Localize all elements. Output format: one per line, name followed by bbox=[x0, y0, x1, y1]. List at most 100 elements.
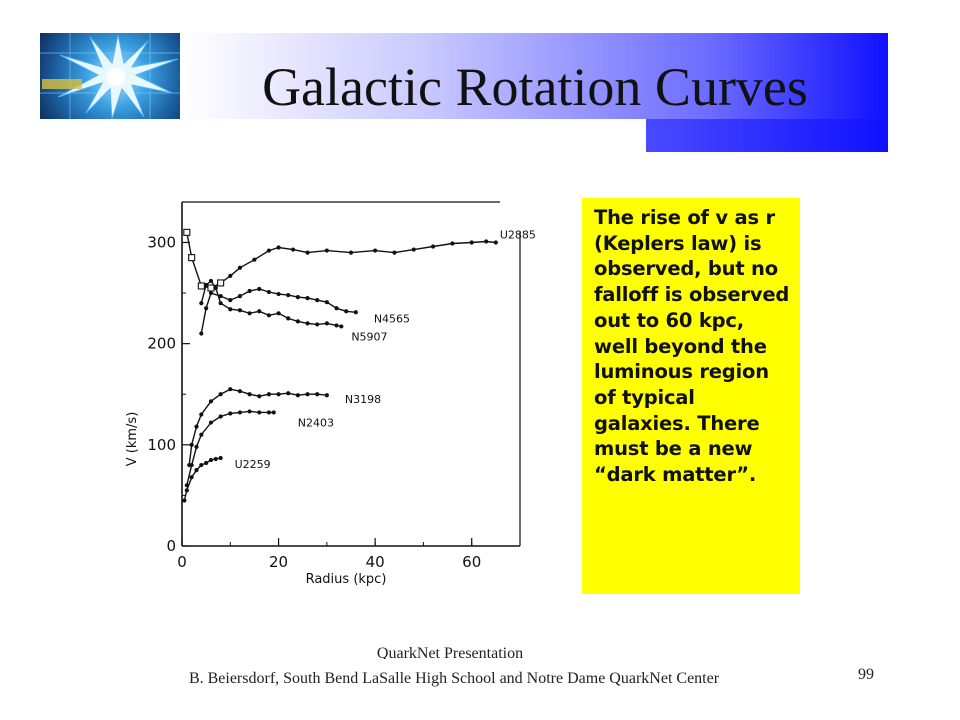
y-tick-label: 0 bbox=[166, 537, 176, 555]
title-band-tail bbox=[646, 119, 888, 152]
data-point-n2403 bbox=[208, 420, 214, 425]
data-point-n4565 bbox=[228, 298, 233, 303]
slide-title: Galactic Rotation Curves bbox=[262, 57, 808, 117]
data-point-n3198 bbox=[194, 424, 199, 429]
data-point-n5907 bbox=[339, 324, 344, 329]
data-point-n2403 bbox=[271, 410, 276, 415]
data-point-u2885 bbox=[252, 257, 257, 262]
data-point-u2885 bbox=[373, 248, 378, 253]
data-point-n5907 bbox=[266, 313, 272, 318]
data-point-u2259 bbox=[182, 498, 187, 503]
data-point-n4565 bbox=[344, 309, 349, 314]
data-point-n3198 bbox=[208, 399, 214, 404]
data-point-u2885 bbox=[484, 239, 489, 244]
data-point-u2885 bbox=[348, 250, 354, 255]
data-point-n5907 bbox=[208, 278, 214, 284]
data-point-n5907 bbox=[199, 301, 204, 306]
data-point-n4565 bbox=[334, 306, 339, 311]
data-point-n5907 bbox=[237, 308, 243, 313]
chart-marks: U2885 N4565 N5907 N3198 N2403 U2259 bbox=[182, 228, 536, 503]
data-point-u2885 bbox=[276, 245, 281, 250]
data-point-n5907 bbox=[228, 307, 233, 312]
series-label-n2403: N2403 bbox=[298, 416, 334, 429]
data-point-n4565 bbox=[324, 300, 329, 305]
series-line-u2885 bbox=[186, 232, 496, 289]
y-tick-label: 100 bbox=[147, 436, 176, 454]
data-point-n2403 bbox=[266, 410, 272, 415]
data-point-n5907 bbox=[315, 322, 320, 327]
data-point-n4565 bbox=[199, 331, 204, 336]
series-label-u2885: U2885 bbox=[500, 228, 536, 241]
data-point-n4565 bbox=[305, 296, 310, 301]
series-line-n2403 bbox=[186, 410, 274, 486]
data-point-n4565 bbox=[295, 295, 300, 300]
data-point-u2885 bbox=[469, 240, 474, 245]
data-point-n3198 bbox=[324, 393, 329, 398]
data-point-n4565 bbox=[353, 310, 358, 315]
data-point-u2259 bbox=[194, 468, 199, 473]
data-point-n3198 bbox=[266, 392, 272, 397]
data-point-n5907 bbox=[218, 301, 223, 306]
data-point-n4565 bbox=[315, 298, 320, 303]
data-point-u2885 bbox=[217, 279, 225, 287]
data-point-n3198 bbox=[286, 391, 291, 396]
data-point-n3198 bbox=[237, 389, 243, 394]
data-point-n4565 bbox=[204, 306, 209, 311]
data-point-n2403 bbox=[257, 410, 262, 415]
data-point-n5907 bbox=[334, 323, 339, 328]
data-point-n2403 bbox=[247, 409, 252, 414]
data-point-n3198 bbox=[189, 442, 194, 447]
data-point-n2403 bbox=[237, 410, 243, 415]
data-point-u2885 bbox=[197, 282, 205, 290]
title-band bbox=[182, 33, 888, 119]
data-point-n3198 bbox=[276, 392, 281, 397]
data-point-u2259 bbox=[213, 456, 218, 462]
data-point-u2885 bbox=[237, 265, 243, 270]
data-point-n5907 bbox=[276, 311, 281, 316]
data-point-n5907 bbox=[286, 316, 291, 321]
starburst-logo bbox=[40, 33, 180, 119]
data-point-n3198 bbox=[247, 392, 252, 397]
data-point-u2885 bbox=[228, 273, 233, 278]
data-point-n3198 bbox=[305, 392, 310, 397]
data-point-u2885 bbox=[430, 244, 436, 249]
data-point-u2259 bbox=[218, 455, 223, 461]
data-point-n4565 bbox=[208, 290, 214, 296]
rotation-curve-chart: 0 20 40 60 0 100 200 300 U2885 N4565 N5907 N3198 N2… bbox=[125, 201, 536, 587]
data-point-u2885 bbox=[493, 240, 498, 245]
data-point-u2259 bbox=[204, 460, 209, 466]
data-point-n5907 bbox=[247, 311, 252, 316]
data-point-u2885 bbox=[188, 254, 196, 262]
data-point-n2403 bbox=[189, 462, 194, 468]
data-point-n5907 bbox=[324, 321, 329, 326]
data-point-u2885 bbox=[290, 247, 296, 252]
data-point-u2885 bbox=[207, 284, 215, 292]
data-point-n2403 bbox=[199, 432, 204, 437]
page-number: 99 bbox=[858, 666, 874, 683]
y-tick-label: 200 bbox=[147, 335, 176, 353]
data-point-n2403 bbox=[228, 411, 233, 416]
data-point-n3198 bbox=[295, 393, 300, 398]
series-label-n5907: N5907 bbox=[351, 330, 387, 343]
data-point-u2885 bbox=[411, 247, 416, 252]
data-point-u2885 bbox=[392, 250, 397, 255]
data-point-u2885 bbox=[266, 248, 272, 253]
footer-presentation-title: QuarkNet Presentation bbox=[376, 645, 524, 659]
data-point-n4565 bbox=[237, 293, 243, 299]
data-point-u2885 bbox=[305, 250, 310, 255]
x-tick-label: 20 bbox=[269, 553, 288, 571]
data-point-u2885 bbox=[183, 228, 191, 236]
y-axis-label: V (km/s) bbox=[125, 412, 140, 467]
data-point-n5907 bbox=[305, 321, 310, 326]
data-point-n4565 bbox=[257, 286, 262, 292]
x-tick-label: 0 bbox=[177, 553, 187, 571]
data-point-n5907 bbox=[213, 285, 218, 291]
data-point-n2403 bbox=[194, 444, 199, 449]
note-text: The rise of v as r (Keplers law) is obse… bbox=[594, 206, 790, 487]
footer-credits: B. Beiersdorf, South Bend LaSalle High S… bbox=[188, 670, 720, 687]
data-point-u2259 bbox=[208, 457, 214, 463]
data-point-n3198 bbox=[228, 387, 233, 392]
data-point-n3198 bbox=[218, 392, 223, 397]
data-point-n5907 bbox=[295, 319, 300, 324]
x-tick-label: 40 bbox=[366, 553, 385, 571]
